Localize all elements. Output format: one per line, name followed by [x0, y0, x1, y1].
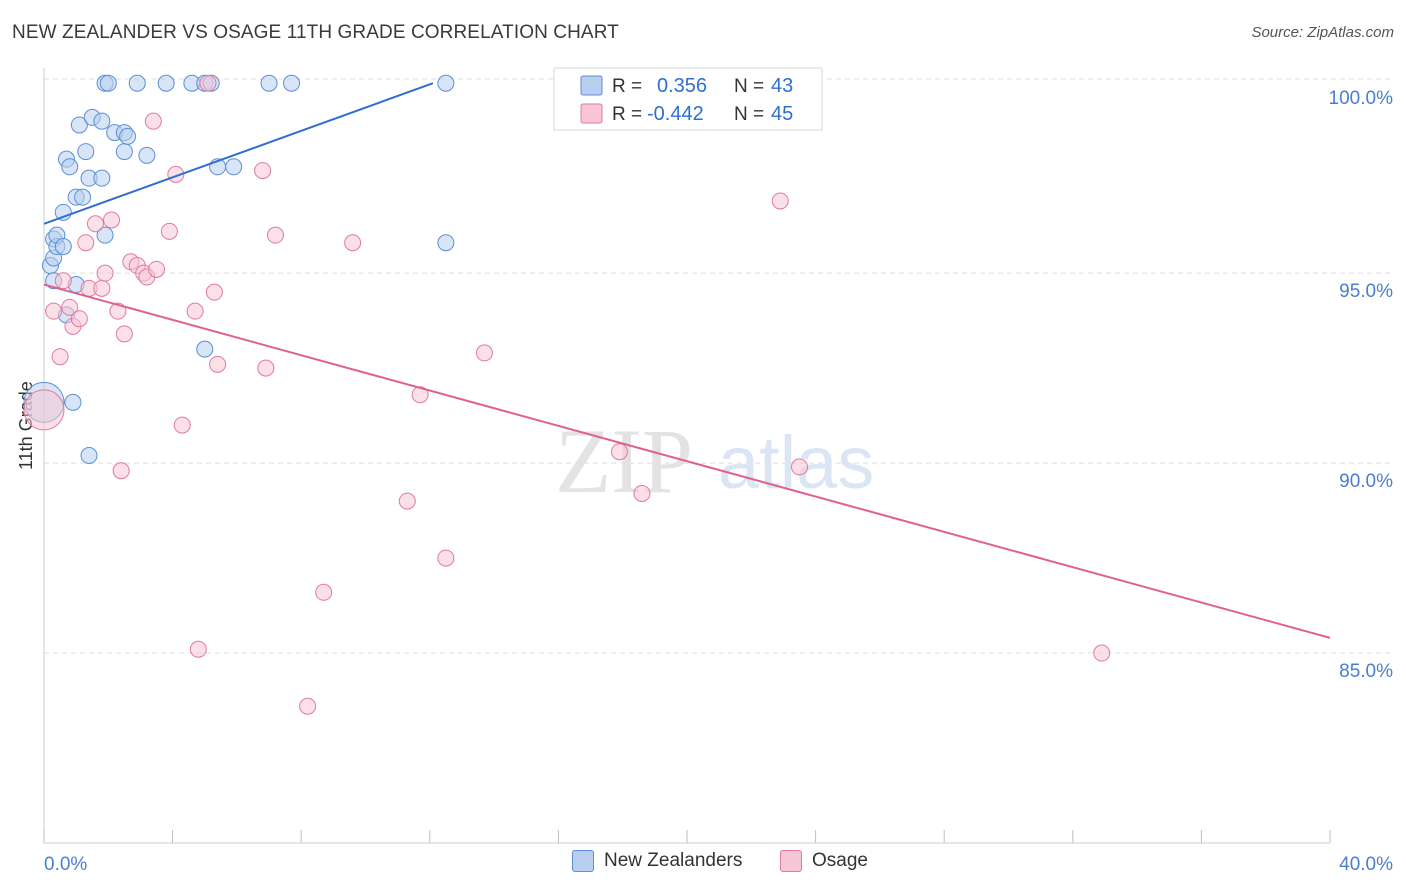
legend-n-value-2: 45 [771, 103, 793, 125]
legend-r-label-2: R = [612, 104, 642, 125]
legend-swatch-pink [580, 103, 603, 124]
osage-point [344, 234, 362, 252]
osage-point [54, 272, 72, 290]
osage-point [77, 234, 95, 252]
osage-trend-line [43, 283, 1331, 639]
osage-point [791, 458, 809, 476]
legend-n-label-2: N = [734, 104, 764, 125]
osage-point [610, 443, 628, 461]
osage-point [160, 222, 178, 240]
new-zealander-point [225, 158, 243, 176]
osage-point [189, 640, 207, 658]
osage-point [115, 325, 133, 343]
osage-point [144, 112, 162, 130]
new-zealander-point [74, 188, 92, 206]
watermark-zip: ZIP [555, 410, 693, 512]
osage-point [103, 211, 121, 229]
new-zealander-point [138, 146, 156, 164]
new-zealander-point [93, 112, 111, 130]
new-zealander-point [157, 74, 175, 92]
osage-point [199, 74, 217, 92]
new-zealander-point [283, 74, 301, 92]
osage-point [112, 462, 130, 480]
new-zealander-point [437, 234, 455, 252]
osage-point [148, 260, 166, 278]
osage-point [1093, 644, 1111, 662]
new-zealander-point [64, 393, 82, 411]
new-zealander-point [70, 116, 88, 134]
osage-point [205, 283, 223, 301]
osage-point [257, 359, 275, 377]
legend-r-label-1: R = [612, 76, 642, 97]
new-zealander-point [96, 226, 114, 244]
x-tick-label-min: 0.0% [44, 854, 87, 875]
legend-r-value-1: 0.356 [657, 75, 707, 97]
legend-n-value-1: 43 [771, 75, 793, 97]
y-tick-label: 95.0% [1339, 281, 1393, 302]
osage-point [315, 583, 333, 601]
osage-point [771, 192, 789, 210]
osage-point [70, 310, 88, 328]
new-zealander-point [61, 158, 79, 176]
osage-point [109, 302, 127, 320]
y-tick-label: 85.0% [1339, 661, 1393, 682]
legend-swatch-new-zealanders [572, 850, 594, 872]
new-zealander-point [54, 238, 72, 256]
new-zealander-trend-line [43, 82, 434, 225]
osage-point [51, 348, 69, 366]
osage-point [411, 386, 429, 404]
legend-top: R = 0.356 N = 43 R = -0.442 N = 45 [553, 67, 823, 131]
new-zealander-point [437, 74, 455, 92]
new-zealander-point [80, 447, 98, 464]
osage-point [633, 484, 651, 502]
new-zealander-point [119, 127, 137, 145]
legend-r-value-2: -0.442 [647, 103, 704, 125]
osage-point [61, 298, 79, 316]
new-zealander-point [128, 74, 146, 92]
osage-point [475, 344, 493, 362]
osage-point [86, 215, 104, 233]
osage-point [93, 279, 111, 297]
osage-point [23, 389, 65, 431]
osage-point [173, 416, 191, 434]
chart-title: NEW ZEALANDER VS OSAGE 11TH GRADE CORREL… [12, 22, 619, 43]
new-zealander-point [77, 143, 95, 161]
legend-n-label-1: N = [734, 76, 764, 97]
osage-point [398, 492, 416, 510]
source-label: Source: ZipAtlas.com [1251, 24, 1394, 41]
osage-point [266, 226, 284, 244]
legend-swatch-osage [780, 850, 802, 872]
legend-item-new-zealanders: New Zealanders [572, 850, 742, 872]
osage-point [96, 264, 114, 282]
new-zealander-point [93, 169, 111, 187]
legend-label-new-zealanders: New Zealanders [604, 850, 743, 871]
legend-swatch-blue [580, 75, 603, 96]
new-zealander-point [196, 340, 214, 358]
x-tick-label-max: 40.0% [1339, 854, 1393, 875]
osage-point [299, 697, 317, 715]
legend-label-osage: Osage [812, 850, 868, 871]
osage-point [45, 302, 63, 320]
new-zealander-point [115, 143, 133, 161]
osage-point [254, 162, 272, 180]
legend-bottom: New Zealanders Osage [0, 850, 1406, 880]
new-zealander-point [99, 74, 117, 92]
osage-point [186, 302, 204, 320]
osage-point [437, 549, 455, 567]
new-zealander-point [260, 74, 278, 92]
y-tick-label: 100.0% [1329, 88, 1394, 109]
osage-point [209, 355, 227, 373]
y-tick-label: 90.0% [1339, 471, 1393, 492]
legend-item-osage: Osage [780, 850, 868, 872]
